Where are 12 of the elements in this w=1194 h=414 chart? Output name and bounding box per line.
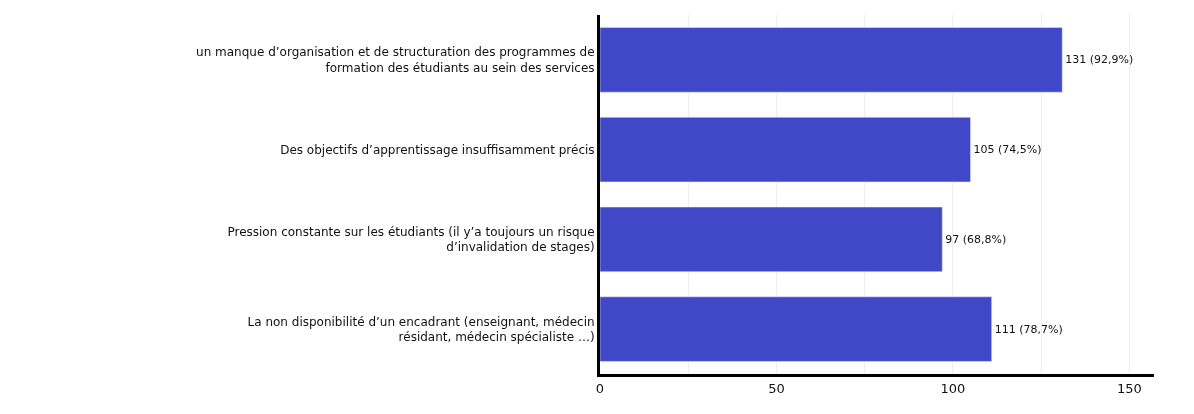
y-tick-label: La non disponibilité d’un encadrant (enseignant, médecin résidant, médecin spécialiste …) <box>247 314 595 345</box>
data-label: 131 (92,9%) <box>1065 53 1134 67</box>
x-tick-label: 50 <box>768 380 785 396</box>
x-tick-label: 150 <box>1116 380 1142 396</box>
data-label: 97 (68,8%) <box>945 232 1007 246</box>
x-tick-label: 100 <box>940 380 966 396</box>
data-label: 111 (78,7%) <box>994 322 1063 336</box>
y-tick-label: Pression constante sur les étudiants (il y’a toujours un risque d’invalidation de stages) <box>227 224 595 255</box>
y-tick-label: un manque d’organisation et de structuration des programmes de formation des étudiants au sein des services <box>196 45 595 75</box>
x-tick-label: 0 <box>595 380 605 396</box>
data-label: 105 (74,5%) <box>973 143 1042 157</box>
y-tick-label: Des objectifs d’apprentissage insuffisamment précis <box>280 142 595 157</box>
